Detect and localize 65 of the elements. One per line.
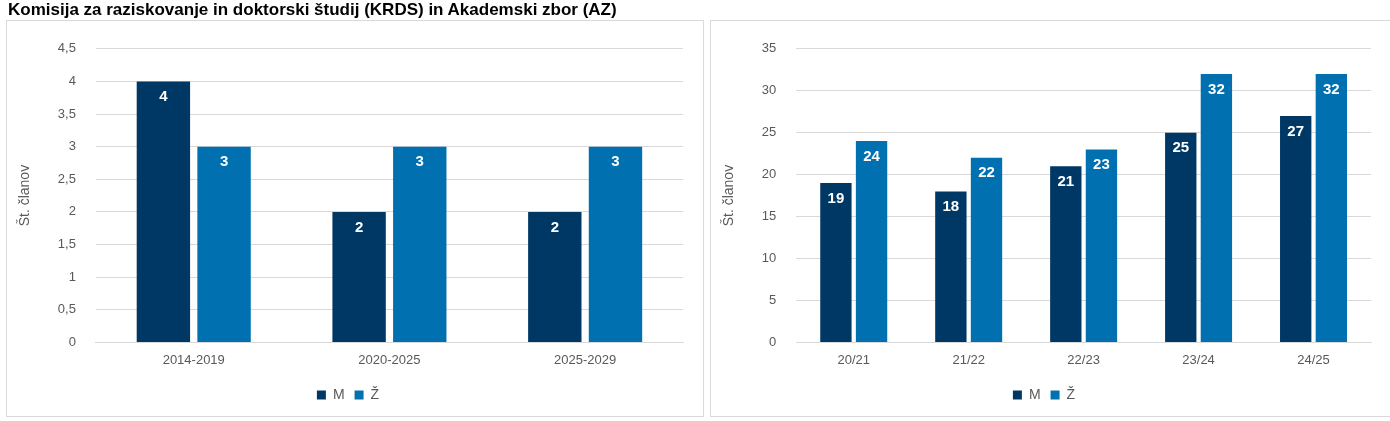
- x-tick-label: 2025-2029: [554, 351, 617, 367]
- bar: [588, 146, 643, 342]
- bar: [528, 211, 582, 342]
- y-tick-label: 0,5: [57, 301, 76, 317]
- y-tick-label: 25: [761, 124, 777, 140]
- x-tick-label: 24/25: [1297, 351, 1330, 367]
- data-label: 24: [863, 146, 881, 164]
- y-tick-label: 1,5: [57, 236, 76, 252]
- bar: [1200, 73, 1233, 342]
- data-label: 23: [1093, 155, 1110, 173]
- data-label: 21: [1057, 171, 1075, 189]
- y-tick-label: 35: [761, 40, 777, 56]
- y-axis-title: Št. članov: [16, 164, 33, 227]
- y-tick-label: 1: [68, 268, 76, 284]
- x-tick-label: 21/22: [952, 351, 985, 367]
- y-tick-label: 3,5: [57, 105, 76, 121]
- bar: [136, 81, 191, 342]
- data-label: 32: [1208, 79, 1225, 97]
- data-label: 25: [1172, 138, 1190, 156]
- legend-label: Ž: [1066, 385, 1076, 402]
- chart-title: Komisija za raziskovanje in doktorski študij (KRDS) in Akademski zbor (AZ): [7, 0, 618, 20]
- x-tick-label: 2014-2019: [162, 351, 225, 367]
- y-tick-label: 5: [769, 292, 777, 308]
- data-label: 2: [550, 217, 559, 235]
- y-axis-title: Št. članov: [720, 164, 737, 227]
- y-tick-label: 3: [68, 138, 76, 154]
- y-tick-label: 2,5: [57, 170, 76, 186]
- bar: [855, 141, 888, 342]
- bar: [393, 146, 447, 342]
- y-tick-label: 2: [68, 203, 76, 219]
- x-tick-label: 23/24: [1182, 351, 1215, 367]
- y-tick-label: 0: [68, 333, 76, 349]
- legend-label: M: [1028, 385, 1041, 402]
- data-label: 32: [1323, 79, 1340, 97]
- bar: [935, 191, 967, 342]
- y-tick-label: 0: [769, 333, 777, 349]
- bar: [332, 211, 386, 342]
- data-label: 19: [827, 188, 845, 206]
- y-tick-label: 15: [761, 208, 777, 224]
- bar: [1050, 166, 1082, 342]
- y-tick-label: 4,5: [57, 40, 76, 56]
- bar: [1085, 149, 1118, 342]
- y-tick-label: 4: [68, 73, 76, 88]
- legend-label: Ž: [370, 385, 380, 402]
- bar: [1165, 132, 1197, 342]
- x-tick-label: 20/21: [837, 351, 871, 367]
- y-tick-label: 20: [761, 166, 777, 182]
- bar: [1315, 73, 1348, 342]
- data-label: 18: [942, 197, 960, 215]
- x-tick-label: 22/23: [1067, 351, 1100, 367]
- data-label: 2: [354, 217, 364, 235]
- data-label: 22: [978, 163, 995, 181]
- bar: [197, 146, 251, 342]
- y-tick-label: 30: [761, 82, 777, 98]
- data-label: 3: [611, 152, 620, 170]
- y-tick-label: 10: [761, 250, 777, 266]
- legend-label: M: [332, 385, 345, 402]
- data-label: 3: [415, 152, 424, 170]
- data-label: 27: [1287, 121, 1305, 139]
- data-label: 3: [219, 152, 229, 170]
- bar: [970, 157, 1003, 342]
- data-label: 4: [159, 87, 169, 105]
- bar: [1280, 115, 1312, 342]
- bar: [820, 183, 852, 342]
- x-tick-label: 2020-2025: [358, 351, 421, 367]
